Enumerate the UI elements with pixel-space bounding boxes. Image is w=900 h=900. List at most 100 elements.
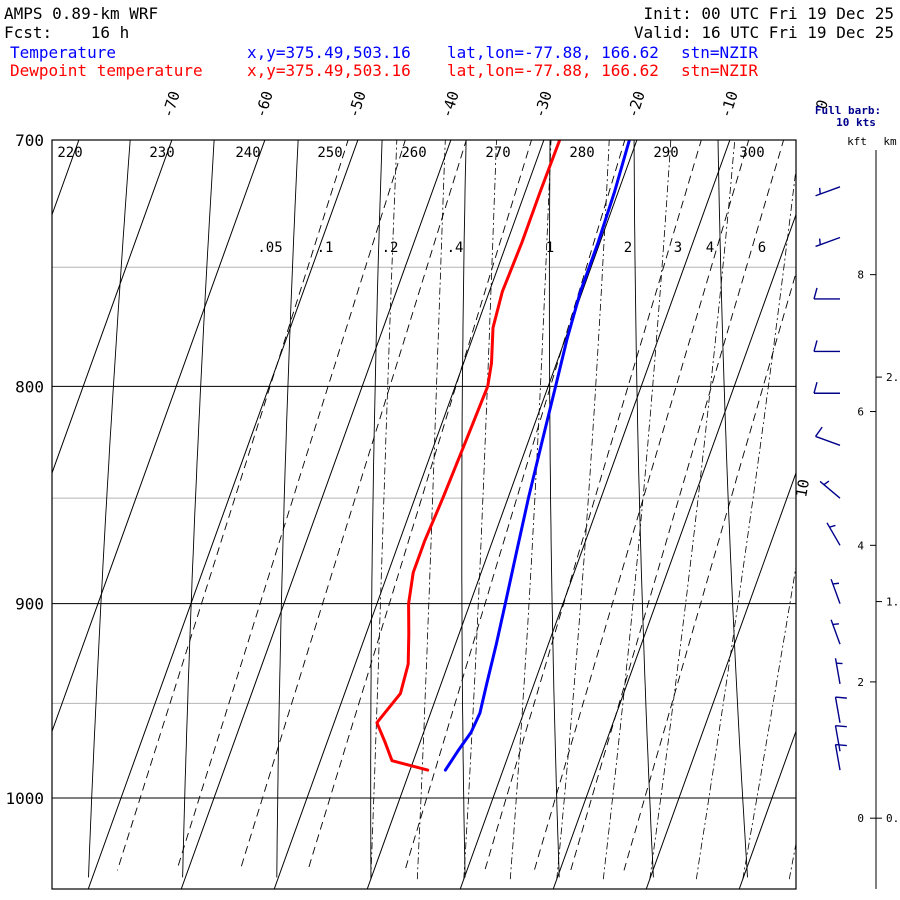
mixing-ratio-line [116, 140, 349, 871]
kft-tick-label: 4 [857, 539, 864, 552]
mixing-ratio-line [239, 140, 467, 871]
isotherm [738, 729, 796, 889]
km-axis-label: km [883, 135, 897, 148]
temperature-station: stn=NZIR [681, 43, 759, 62]
mixing-ratio-label: 2 [624, 240, 632, 256]
temperature-tick-label: -70 [158, 89, 183, 120]
theta-tick-label: 270 [485, 145, 510, 161]
wind-barb [826, 522, 841, 546]
kft-tick-label: 6 [857, 406, 864, 419]
forecast-hour: Fcst: 16 h [4, 23, 130, 42]
isotherm [180, 140, 452, 889]
mixing-ratio-label: .1 [317, 240, 334, 256]
dry-adiabat [548, 140, 560, 878]
theta-tick-label: 250 [317, 145, 342, 161]
dry-adiabat [885, 114, 900, 878]
mixing-ratio-label: .2 [382, 240, 399, 256]
mixing-ratio-label: 1 [546, 240, 554, 256]
km-tick-label: 1. [886, 596, 899, 609]
wind-barb [815, 186, 841, 197]
mixing-ratio-label: .05 [257, 240, 282, 256]
isotherm [552, 213, 796, 889]
dewpoint-legend-label: Dewpoint temperature [10, 61, 203, 80]
theta-tick-label: 280 [569, 145, 594, 161]
moist-adiabat [509, 140, 552, 880]
mixing-ratio-label: 6 [758, 240, 766, 256]
dewpoint-line [375, 140, 562, 772]
init-time: Init: 00 UTC Fri 19 Dec 25 [643, 4, 894, 23]
theta-tick-label: 230 [149, 145, 174, 161]
temperature-tick-label: -30 [530, 89, 555, 120]
dry-adiabat [182, 140, 215, 878]
kft-tick-label: 0 [857, 812, 864, 825]
isotherm [52, 140, 266, 733]
temperature-tick-label: -40 [437, 89, 462, 120]
isotherm [832, 140, 900, 889]
dewpoint-latlon: lat,lon=-77.88, 166.62 [447, 61, 659, 80]
moist-adiabat [836, 114, 900, 880]
temperature-tick-label: -20 [623, 89, 648, 120]
mixing-ratio-label: 3 [674, 240, 682, 256]
pressure-tick-label: 1000 [5, 789, 44, 808]
moist-adiabat [882, 114, 900, 880]
theta-tick-label: 290 [653, 145, 678, 161]
kft-axis-label: kft [847, 135, 867, 148]
dry-adiabat [370, 140, 383, 878]
moist-adiabat [416, 140, 446, 880]
dry-adiabat [276, 140, 299, 878]
series-layer [375, 140, 631, 772]
dry-adiabat [717, 140, 748, 878]
mixing-ratio-label: .4 [447, 240, 464, 256]
moist-adiabat [463, 140, 497, 880]
moist-adiabat [649, 140, 736, 880]
moist-adiabat [556, 140, 610, 880]
dry-adiabat [633, 140, 654, 878]
mixing-ratio-line [570, 140, 785, 871]
barb-legend-title: Full barb: [815, 104, 881, 117]
theta-tick-label: 240 [235, 145, 260, 161]
valid-time: Valid: 16 UTC Fri 19 Dec 25 [633, 23, 894, 42]
temperature-xy: x,y=375.49,503.16 [247, 43, 411, 62]
isotherm [645, 471, 796, 889]
model-title: AMPS 0.89-km WRF [4, 4, 159, 23]
isotherm [366, 140, 638, 889]
wind-barb [830, 578, 841, 604]
moist-adiabat [370, 140, 398, 880]
temperature-line [443, 140, 631, 772]
dry-adiabat [0, 114, 49, 878]
mixing-ratio-line [623, 271, 796, 871]
moist-adiabat [695, 166, 796, 880]
wind-barb [819, 480, 841, 499]
wind-barb [834, 743, 847, 771]
wind-barb [834, 724, 847, 752]
moist-adiabat [602, 140, 672, 880]
km-tick-label: 2. [886, 371, 899, 384]
theta-tick-label: 300 [739, 145, 764, 161]
wind-barb [834, 658, 843, 684]
temperature-tick-label: -60 [251, 89, 276, 120]
wind-barb-panel [813, 186, 847, 771]
temperature-latlon: lat,lon=-77.88, 166.62 [447, 43, 659, 62]
temperature-tick-label: -10 [716, 89, 741, 120]
wind-barb [813, 382, 840, 394]
wind-barb [814, 426, 841, 447]
mixing-ratio-line [176, 140, 406, 871]
grid-layer [0, 114, 900, 889]
km-tick-label: 0. [886, 812, 899, 825]
barb-legend-value: 10 kts [836, 116, 876, 129]
dewpoint-station: stn=NZIR [681, 61, 759, 80]
isotherm [52, 140, 80, 217]
mixing-ratio-label: 4 [706, 240, 714, 256]
isotherm [52, 140, 173, 475]
wind-barb [815, 236, 841, 248]
isotherm [87, 140, 359, 889]
isotherm [273, 140, 545, 889]
pressure-tick-label: 700 [15, 131, 44, 150]
mixing-ratio-line [404, 140, 626, 871]
dry-adiabat [88, 140, 131, 878]
isotherm [459, 140, 731, 889]
wind-barb [834, 696, 847, 723]
wind-barb [813, 340, 840, 353]
plot-frame [51, 139, 797, 890]
